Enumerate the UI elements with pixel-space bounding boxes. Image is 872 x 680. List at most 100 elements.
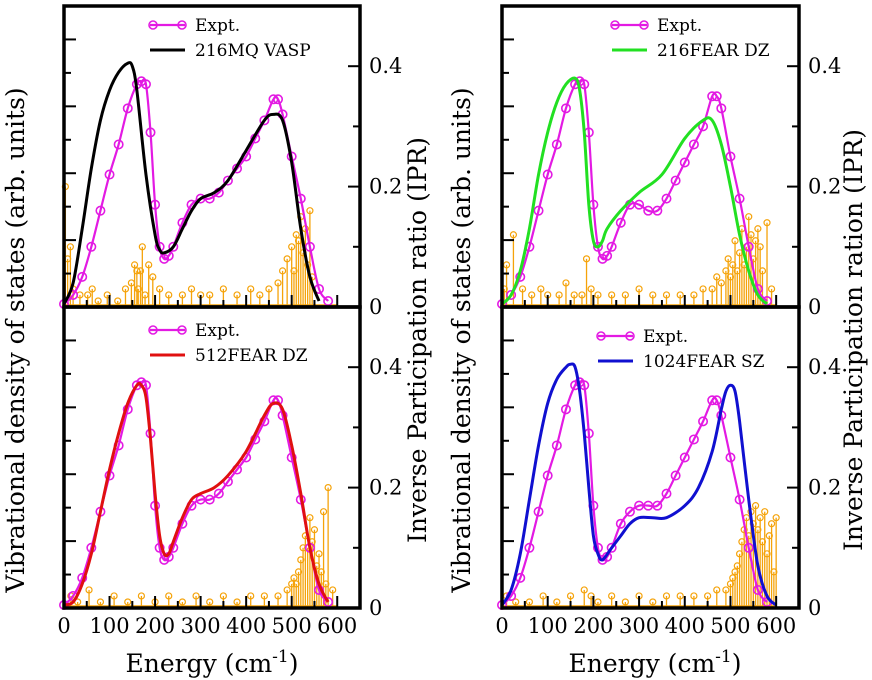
ipr-marker [676, 592, 684, 600]
expt-marker [679, 157, 690, 168]
expt-marker [86, 241, 97, 252]
ipr-marker [219, 285, 227, 293]
expt-marker [652, 205, 663, 216]
ipr-marker [322, 580, 330, 588]
expt-marker [533, 205, 544, 216]
panel-bottom-left: 0 0.2 0.4 0 100 200 300 400 500 600 Expt. 512FEAR D… [57, 305, 402, 638]
ipr-marker [265, 285, 273, 293]
x-tick-label: 200 [573, 614, 613, 638]
ipr-marker [713, 273, 721, 281]
ipr-marker [103, 291, 111, 299]
expt-marker [661, 193, 672, 204]
expt-marker [140, 79, 151, 90]
ipr-marker [274, 592, 282, 600]
ipr-tick-label: 0 [808, 295, 821, 319]
ipr-marker [165, 291, 173, 299]
expt-marker [145, 127, 156, 138]
ipr-marker [310, 526, 319, 534]
expt-marker [204, 494, 215, 505]
legend-label: Expt. [195, 321, 240, 341]
ipr-marker [187, 285, 196, 293]
expt-marker [615, 518, 626, 529]
legend-label: 512FEAR DZ [195, 346, 308, 366]
expt-marker [688, 139, 699, 150]
x-tick-label: 0 [57, 614, 70, 638]
x-axis-title-right-close: ) [732, 649, 742, 678]
ipr-marker [570, 291, 578, 299]
expt-marker [323, 596, 334, 607]
ipr-marker [525, 598, 534, 606]
series-line-model [63, 381, 330, 607]
expt-marker [113, 139, 124, 150]
ipr-marker [114, 297, 122, 305]
legend-marker [610, 20, 620, 30]
ipr-marker [754, 526, 762, 534]
expt-marker [506, 289, 517, 300]
ipr-marker [649, 291, 657, 299]
ipr-marker [662, 592, 671, 600]
ipr-marker [699, 285, 707, 293]
expt-marker [268, 94, 279, 105]
ipr-tick-label: 0.4 [808, 54, 841, 78]
ipr-marker [247, 285, 255, 293]
ipr-tick-label: 0.2 [808, 175, 841, 199]
ipr-marker [722, 267, 730, 275]
expt-marker [679, 452, 690, 463]
x-tick-label: 0 [495, 614, 508, 638]
series-line-model [500, 362, 778, 607]
ipr-tick-label: 0 [808, 596, 821, 620]
expt-marker [259, 115, 270, 126]
ipr-marker [765, 532, 773, 540]
x-axis-title-right-sup: -1 [715, 647, 732, 667]
ipr-marker [138, 243, 146, 251]
expt-marker [752, 584, 763, 595]
ipr-marker [562, 279, 570, 287]
ipr-marker [292, 580, 300, 588]
ipr-marker [178, 291, 186, 299]
expt-marker [122, 103, 133, 114]
panel-frame [62, 305, 362, 610]
expt-marker [688, 434, 699, 445]
ipr-marker [283, 586, 291, 594]
ipr-marker [717, 279, 725, 287]
ipr-marker [621, 291, 629, 299]
expt-marker [222, 175, 233, 186]
expt-marker [707, 395, 718, 406]
ipr-marker [288, 243, 296, 251]
expt-marker [652, 500, 663, 511]
ipr-marker [582, 255, 591, 263]
expt-marker [698, 121, 709, 132]
panel-top-right: 0 0.2 0.4 Expt. 216FEAR DZ [496, 4, 841, 319]
ipr-marker [233, 598, 241, 606]
ipr-tick-label: 0.2 [369, 476, 402, 500]
series-line-expt [501, 379, 768, 606]
legend-marker [148, 325, 158, 335]
panel-frame [500, 305, 801, 610]
ipr-marker [206, 598, 214, 606]
ipr-marker [708, 285, 716, 293]
expt-marker [634, 199, 645, 210]
ipr-marker [294, 568, 303, 576]
ipr-marker [731, 237, 739, 245]
series-line-model [62, 61, 321, 305]
legend-label: 216FEAR DZ [657, 41, 770, 61]
legend-marker [596, 331, 606, 341]
ipr-marker [770, 568, 778, 576]
ipr-marker [731, 568, 739, 576]
x-tick-label: 600 [756, 614, 796, 638]
expt-marker [743, 241, 754, 252]
ipr-marker [754, 225, 762, 233]
ipr-marker [662, 291, 671, 299]
ipr-marker [110, 592, 118, 600]
ipr-marker [145, 261, 153, 269]
ipr-marker [676, 291, 684, 299]
ipr-marker [747, 231, 755, 239]
ipr-marker [518, 285, 527, 293]
expt-marker [743, 542, 754, 553]
expt-marker [542, 169, 553, 180]
expt-marker [533, 506, 544, 517]
ipr-marker [635, 285, 643, 293]
expt-marker [592, 241, 603, 252]
expt-marker [560, 103, 571, 114]
expt-marker [77, 271, 88, 282]
